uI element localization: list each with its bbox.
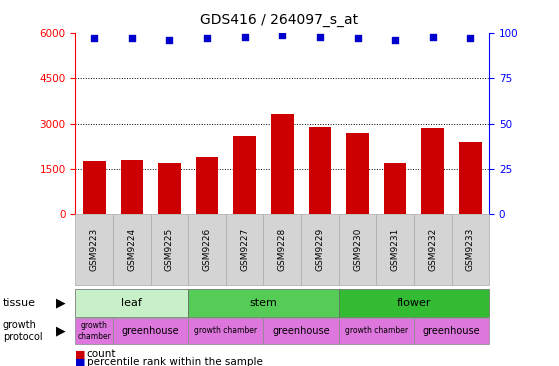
Text: growth chamber: growth chamber <box>345 326 408 335</box>
Text: GSM9232: GSM9232 <box>428 228 437 272</box>
Bar <box>309 127 331 214</box>
Text: percentile rank within the sample: percentile rank within the sample <box>87 357 263 366</box>
Point <box>391 37 400 43</box>
Bar <box>421 128 444 214</box>
Point <box>278 32 287 38</box>
Text: GDS416 / 264097_s_at: GDS416 / 264097_s_at <box>201 13 358 27</box>
Text: growth
chamber: growth chamber <box>77 321 111 341</box>
Text: greenhouse: greenhouse <box>423 326 480 336</box>
Text: count: count <box>87 349 116 359</box>
Text: flower: flower <box>397 298 431 308</box>
Text: GSM9227: GSM9227 <box>240 228 249 272</box>
Point <box>240 34 249 40</box>
Text: GSM9233: GSM9233 <box>466 228 475 272</box>
Point <box>315 34 324 40</box>
Text: GSM9224: GSM9224 <box>127 228 136 271</box>
Text: GSM9230: GSM9230 <box>353 228 362 272</box>
Bar <box>459 142 482 214</box>
Point <box>353 36 362 41</box>
Text: GSM9225: GSM9225 <box>165 228 174 272</box>
Text: growth chamber: growth chamber <box>195 326 258 335</box>
Text: stem: stem <box>249 298 277 308</box>
Text: ▶: ▶ <box>55 296 65 309</box>
Point <box>165 37 174 43</box>
Point <box>202 36 211 41</box>
Point <box>127 36 136 41</box>
Text: GSM9229: GSM9229 <box>315 228 324 272</box>
Text: ▶: ▶ <box>55 324 65 337</box>
Text: leaf: leaf <box>121 298 143 308</box>
Point <box>466 36 475 41</box>
Point <box>90 36 99 41</box>
Bar <box>234 136 256 214</box>
Text: ■: ■ <box>75 357 86 366</box>
Text: greenhouse: greenhouse <box>122 326 179 336</box>
Bar <box>346 132 369 214</box>
Bar <box>384 163 406 214</box>
Text: GSM9231: GSM9231 <box>391 228 400 272</box>
Text: GSM9226: GSM9226 <box>202 228 212 272</box>
Text: tissue: tissue <box>3 298 36 308</box>
Bar <box>158 163 181 214</box>
Bar <box>83 161 106 214</box>
Point <box>428 34 437 40</box>
Text: ■: ■ <box>75 349 86 359</box>
Bar <box>196 157 219 214</box>
Bar <box>271 115 293 214</box>
Text: greenhouse: greenhouse <box>272 326 330 336</box>
Text: GSM9223: GSM9223 <box>90 228 99 272</box>
Text: GSM9228: GSM9228 <box>278 228 287 272</box>
Bar <box>121 160 143 214</box>
Text: growth
protocol: growth protocol <box>3 320 42 342</box>
